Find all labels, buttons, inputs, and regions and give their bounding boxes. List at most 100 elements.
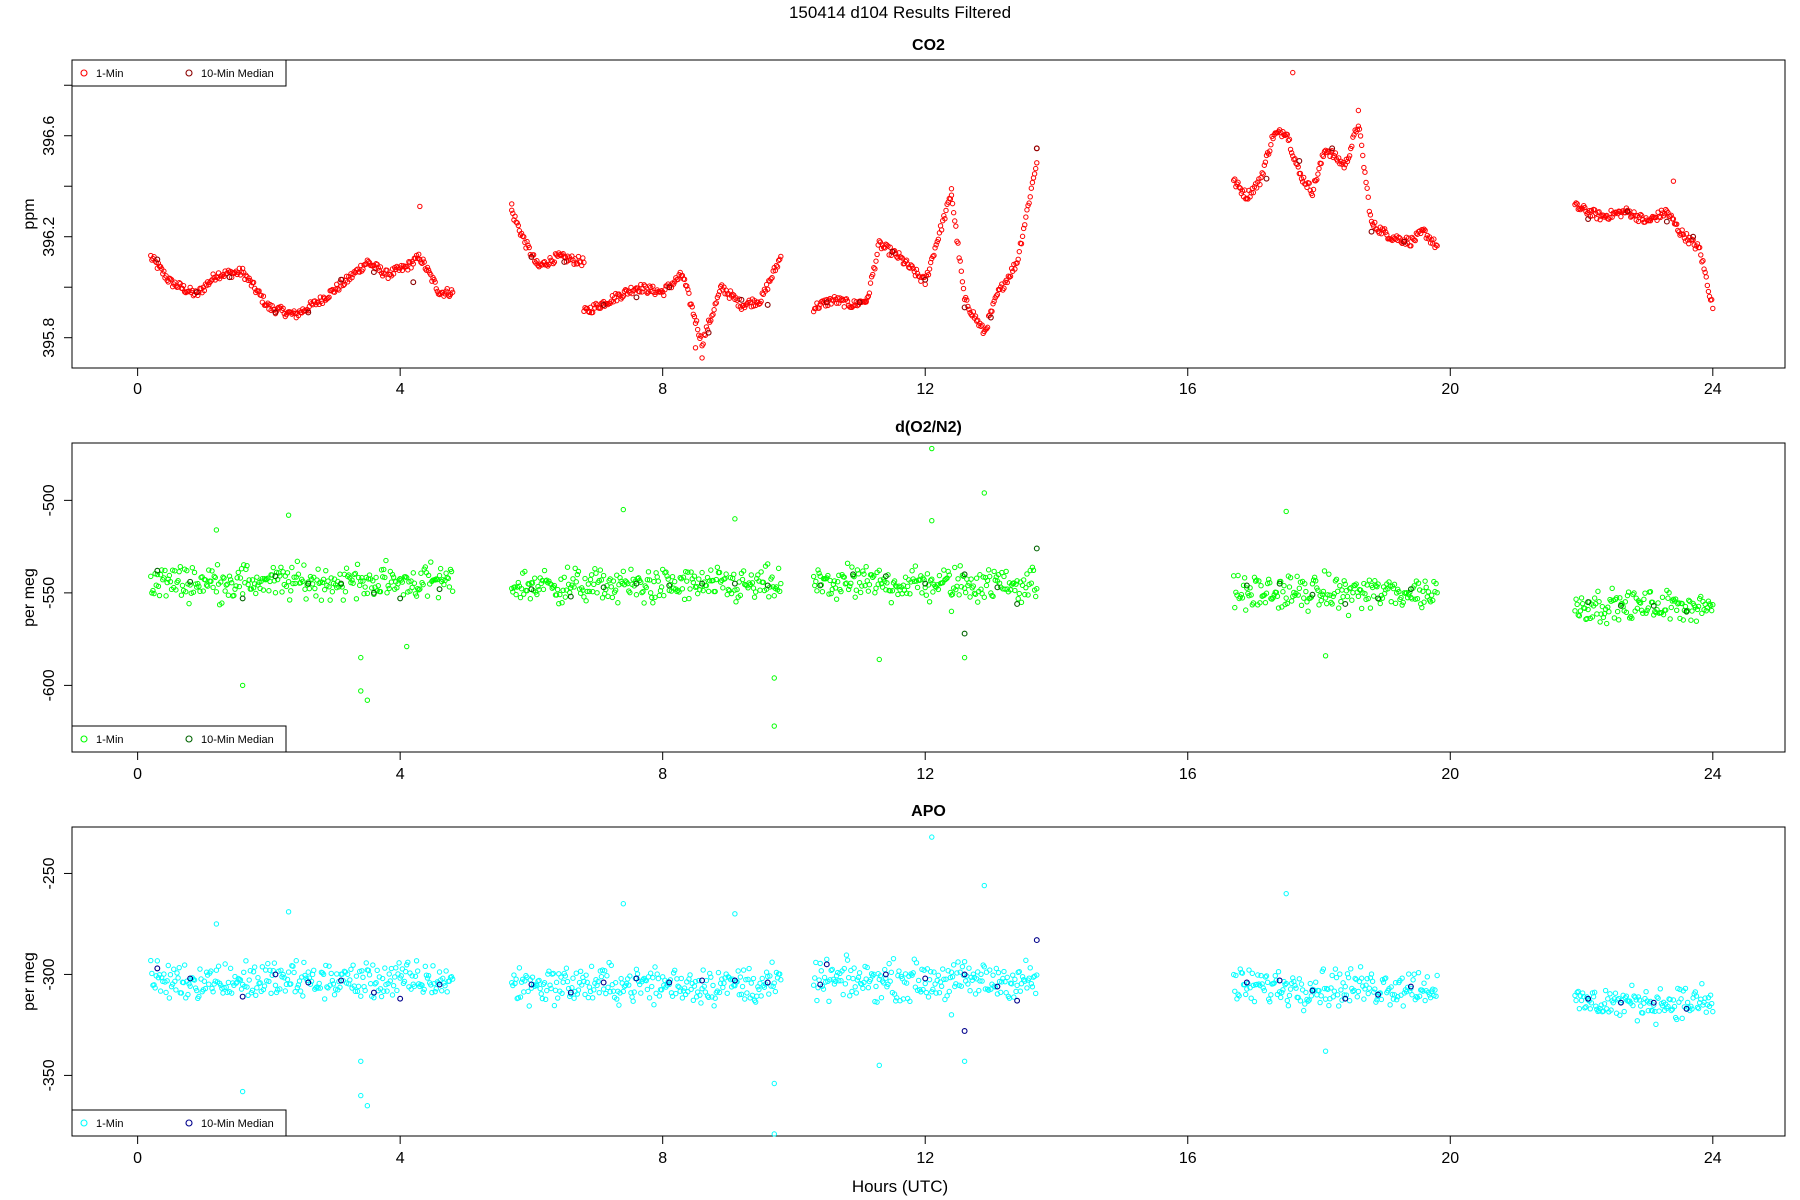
- data-point: [852, 984, 858, 990]
- data-point: [991, 298, 997, 304]
- median-point: [1276, 977, 1283, 984]
- data-point: [1333, 974, 1340, 981]
- data-point: [981, 594, 987, 600]
- data-point: [414, 585, 421, 592]
- data-point: [1336, 605, 1342, 611]
- median-point: [272, 573, 279, 580]
- data-point: [922, 980, 928, 987]
- data-point: [1608, 1007, 1614, 1013]
- data-point: [280, 569, 286, 575]
- data-point: [1031, 171, 1038, 177]
- data-point: [679, 995, 686, 1001]
- data-point: [1332, 150, 1339, 156]
- data-point: [1671, 1003, 1678, 1010]
- data-point: [585, 994, 592, 1001]
- data-point: [247, 967, 254, 974]
- data-point: [1573, 200, 1579, 206]
- data-point: [1645, 605, 1651, 611]
- data-point: [1294, 573, 1300, 580]
- data-point: [563, 587, 570, 593]
- data-point: [1352, 975, 1358, 982]
- data-point: [1287, 146, 1294, 153]
- data-point: [1623, 609, 1630, 615]
- data-point: [512, 213, 518, 220]
- data-point: [690, 997, 697, 1003]
- data-point: [766, 594, 772, 600]
- median-point: [187, 975, 194, 982]
- data-point: [863, 298, 869, 304]
- data-point: [581, 978, 587, 985]
- data-point: [546, 968, 552, 974]
- median-point: [528, 981, 535, 988]
- data-point: [962, 294, 969, 301]
- data-point: [422, 564, 429, 570]
- data-point: [742, 996, 748, 1002]
- data-point: [627, 589, 633, 596]
- data-point: [842, 981, 849, 987]
- data-point: [1631, 590, 1637, 596]
- data-point: [1622, 599, 1628, 605]
- data-point: [829, 966, 835, 973]
- data-point: [387, 978, 394, 984]
- data-point: [326, 963, 332, 969]
- data-point: [362, 987, 368, 994]
- data-point: [1018, 981, 1025, 987]
- data-point: [319, 970, 326, 976]
- data-point: [1680, 617, 1686, 623]
- data-point: [239, 1088, 246, 1095]
- data-point: [316, 580, 322, 587]
- data-point: [1321, 568, 1328, 574]
- data-point: [1315, 171, 1321, 177]
- data-point: [1371, 989, 1377, 995]
- data-point: [1265, 151, 1272, 157]
- data-point: [156, 592, 163, 599]
- data-point: [677, 574, 683, 581]
- data-point: [564, 564, 571, 570]
- data-point: [608, 962, 614, 969]
- data-point: [1670, 997, 1677, 1003]
- data-point: [1362, 591, 1368, 597]
- data-point: [732, 587, 738, 593]
- data-point: [778, 253, 784, 260]
- data-point: [404, 962, 410, 968]
- data-point: [930, 986, 936, 993]
- data-point: [424, 593, 431, 599]
- data-point: [1415, 969, 1422, 976]
- data-point: [1341, 165, 1347, 171]
- data-point: [319, 579, 326, 586]
- data-point: [1240, 582, 1247, 588]
- data-point: [290, 963, 296, 969]
- data-point: [517, 994, 524, 1000]
- data-point: [1365, 990, 1371, 997]
- data-point: [961, 1058, 968, 1064]
- data-point: [988, 986, 994, 992]
- data-point: [1275, 605, 1282, 611]
- data-point: [1676, 600, 1682, 606]
- data-point: [1710, 1008, 1716, 1015]
- median-point: [1263, 175, 1270, 182]
- data-point: [267, 578, 273, 585]
- data-point: [561, 574, 567, 580]
- data-point: [1649, 599, 1656, 606]
- data-point: [981, 964, 987, 970]
- data-point: [521, 989, 527, 995]
- data-point: [884, 580, 890, 586]
- data-point: [517, 594, 524, 601]
- data-point: [325, 578, 331, 584]
- data-point: [1380, 979, 1387, 986]
- data-point: [920, 986, 926, 993]
- data-point: [984, 986, 991, 992]
- data-point: [1695, 603, 1702, 610]
- data-point: [739, 983, 746, 990]
- data-point: [1378, 996, 1385, 1003]
- data-point: [967, 988, 973, 994]
- data-point: [627, 973, 633, 979]
- data-point: [1420, 988, 1426, 994]
- median-point: [1624, 208, 1631, 215]
- data-point: [522, 568, 528, 575]
- data-point: [1348, 585, 1354, 591]
- data-point: [292, 989, 298, 995]
- data-point: [586, 309, 593, 315]
- data-point: [816, 570, 822, 576]
- data-point: [1258, 583, 1264, 589]
